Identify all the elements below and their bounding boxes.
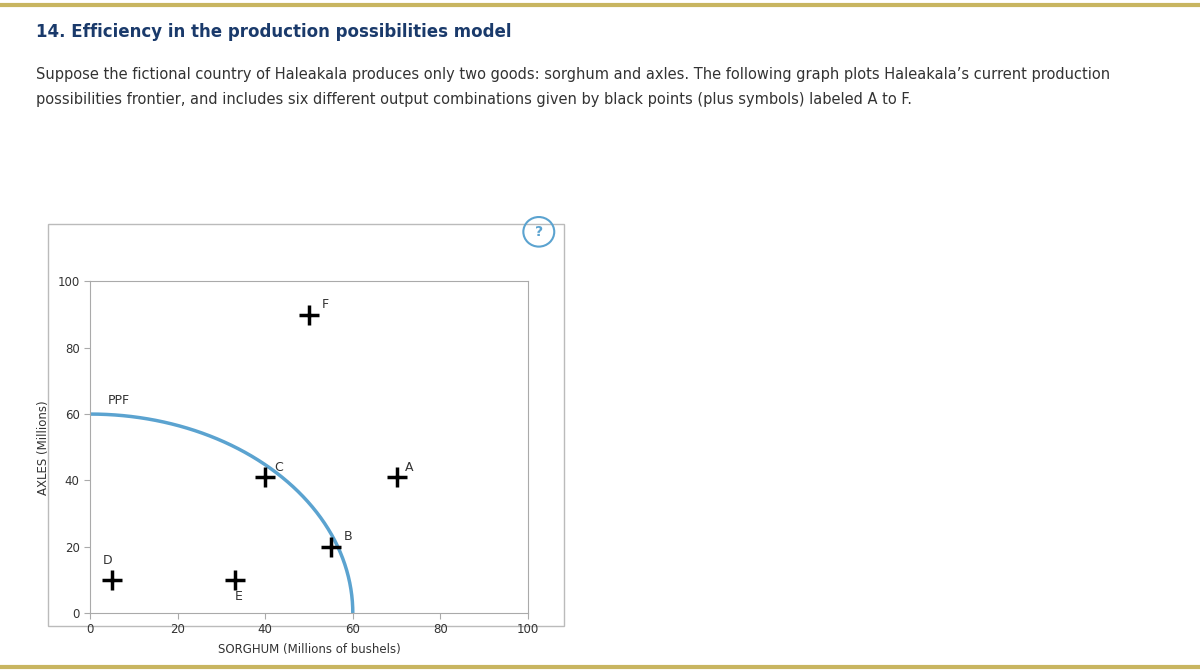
- X-axis label: SORGHUM (Millions of bushels): SORGHUM (Millions of bushels): [217, 643, 401, 657]
- Text: 14. Efficiency in the production possibilities model: 14. Efficiency in the production possibi…: [36, 23, 511, 42]
- Text: ?: ?: [535, 226, 542, 239]
- Text: possibilities frontier, and includes six different output combinations given by : possibilities frontier, and includes six…: [36, 92, 912, 107]
- Text: C: C: [274, 461, 283, 474]
- Text: E: E: [234, 590, 242, 603]
- Text: D: D: [103, 553, 113, 567]
- Text: Suppose the fictional country of Haleakala produces only two goods: sorghum and : Suppose the fictional country of Haleaka…: [36, 67, 1110, 82]
- Y-axis label: AXLES (Millions): AXLES (Millions): [37, 400, 50, 494]
- Text: B: B: [344, 531, 353, 543]
- Text: F: F: [322, 298, 329, 312]
- Text: A: A: [406, 461, 414, 474]
- Text: PPF: PPF: [108, 394, 130, 407]
